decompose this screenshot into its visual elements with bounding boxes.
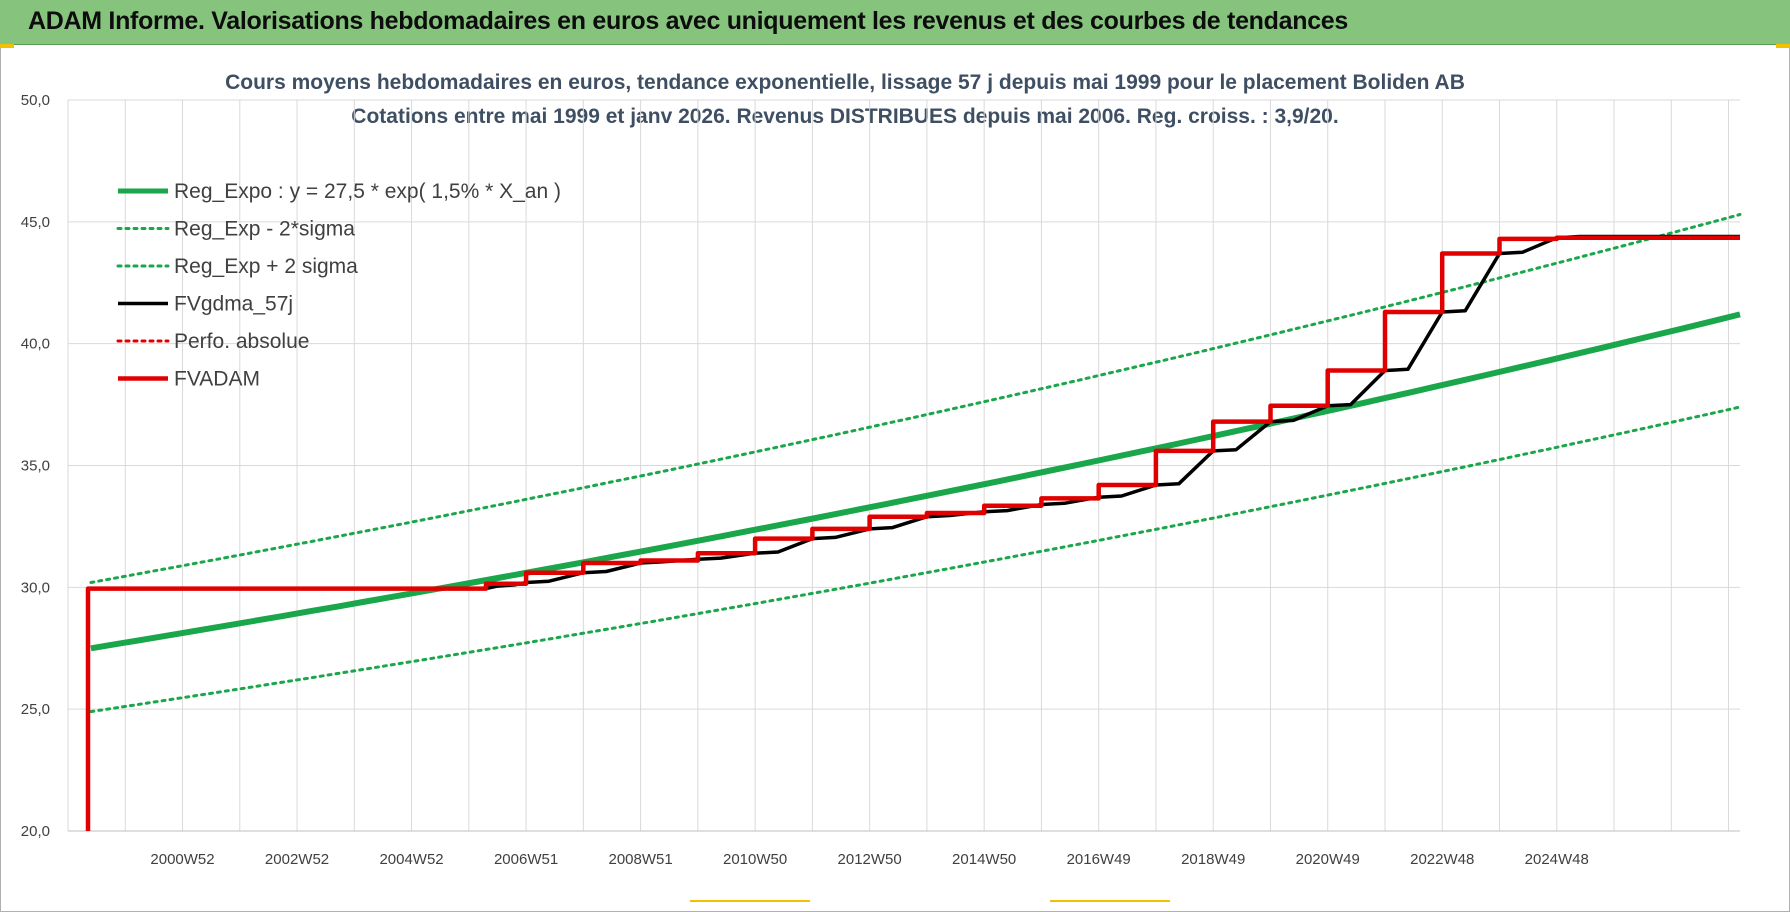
- x-tick-label: 2018W49: [1181, 851, 1245, 868]
- x-tick-label: 2024W48: [1525, 851, 1589, 868]
- series-line: [86, 234, 1740, 831]
- x-tick-label: 2016W49: [1067, 851, 1131, 868]
- series-line: [89, 213, 1742, 584]
- y-tick-label: 30,0: [21, 579, 50, 596]
- x-tick-label: 2008W51: [608, 851, 672, 868]
- y-tick-label: 20,0: [21, 823, 50, 840]
- report-banner: ADAM Informe. Valorisations hebdomadaire…: [0, 0, 1790, 45]
- x-tick-label: 2006W51: [494, 851, 558, 868]
- legend-label: Reg_Exp + 2 sigma: [174, 255, 358, 278]
- y-tick-label: 40,0: [21, 336, 50, 353]
- corner-marker: [1776, 44, 1790, 48]
- x-tick-label: 2012W50: [838, 851, 902, 868]
- x-tick-label: 2002W52: [265, 851, 329, 868]
- series-line: [90, 311, 1741, 652]
- report-title: ADAM Informe. Valorisations hebdomadaire…: [28, 7, 1349, 35]
- x-tick-label: 2014W50: [952, 851, 1016, 868]
- legend-label: FVADAM: [174, 368, 260, 391]
- y-tick-label: 50,0: [21, 92, 50, 109]
- corner-marker: [690, 900, 810, 902]
- x-tick-label: 2022W48: [1410, 851, 1474, 868]
- chart-title: Cours moyens hebdomadaires en euros, ten…: [225, 71, 1465, 94]
- legend-label: Reg_Expo : y = 27,5 * exp( 1,5% * X_an ): [174, 180, 561, 203]
- legend-label: FVgdma_57j: [174, 293, 293, 316]
- corner-marker: [0, 44, 14, 48]
- x-tick-label: 2010W50: [723, 851, 787, 868]
- chart-subtitle: Cotations entre mai 1999 et janv 2026. R…: [351, 105, 1339, 128]
- y-tick-label: 35,0: [21, 458, 50, 475]
- y-tick-label: 45,0: [21, 214, 50, 231]
- x-tick-label: 2000W52: [150, 851, 214, 868]
- x-tick-label: 2004W52: [379, 851, 443, 868]
- y-tick-label: 25,0: [21, 701, 50, 718]
- corner-marker: [1050, 900, 1170, 902]
- legend-label: Perfo. absolue: [174, 330, 309, 353]
- legend-label: Reg_Exp - 2*sigma: [174, 218, 355, 241]
- series-line: [89, 405, 1742, 714]
- x-tick-label: 2020W49: [1296, 851, 1360, 868]
- series-line: [85, 235, 1740, 831]
